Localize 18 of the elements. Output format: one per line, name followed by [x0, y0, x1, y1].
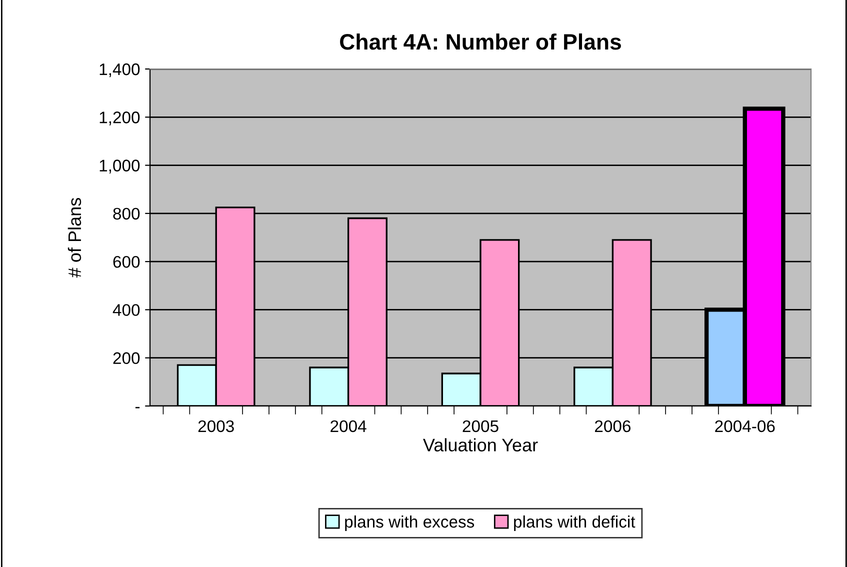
y-tick-label: 200: [113, 352, 140, 364]
x-tick-label: 2004-06: [715, 420, 775, 432]
chart-title: Chart 4A: Number of Plans: [340, 33, 621, 50]
legend-label: plans with deficit: [514, 515, 636, 531]
legend-label: plans with excess: [345, 515, 474, 531]
x-tick-label: 2004: [330, 420, 366, 432]
y-tick-label: 1,400: [100, 63, 140, 78]
y-axis-title: # of Plans: [68, 198, 82, 278]
y-tick-label: 400: [112, 304, 140, 316]
x-tick-label: 2003: [198, 420, 234, 432]
x-tick-label: 2005: [462, 420, 498, 432]
y-tick-label: 600: [113, 256, 140, 268]
x-axis-title: Valuation Year: [423, 438, 538, 452]
y-tick-label: 800: [113, 208, 140, 220]
y-tick-label: 1,200: [100, 112, 140, 126]
x-tick-label: 2006: [595, 420, 631, 432]
y-tick-label: -: [135, 406, 140, 408]
y-tick-label: 1,000: [100, 160, 140, 174]
